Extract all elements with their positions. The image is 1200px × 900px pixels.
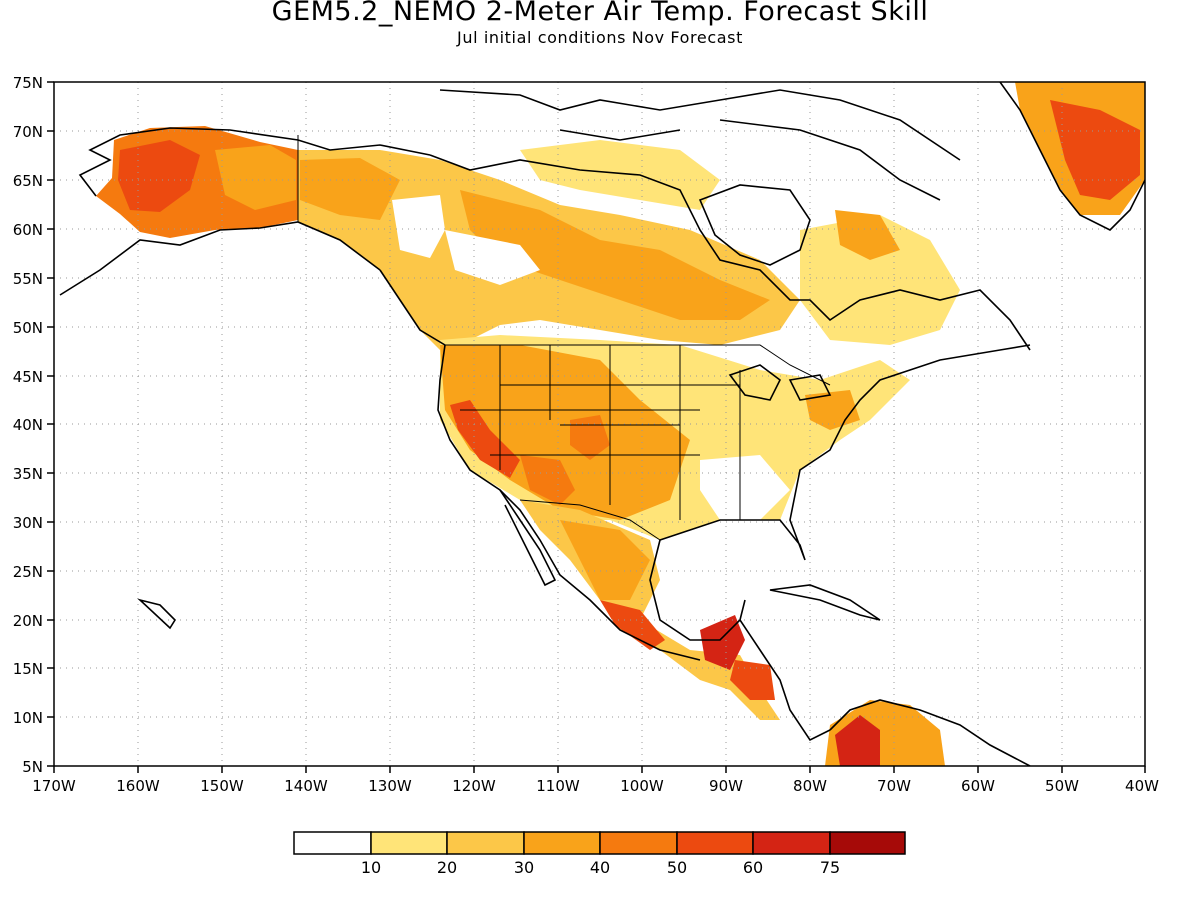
- lon-label: 170W: [32, 777, 76, 795]
- colorbar-swatch: [523, 831, 601, 855]
- lon-label: 140W: [284, 777, 328, 795]
- lon-label: 110W: [536, 777, 580, 795]
- colorbar-label: 20: [437, 858, 457, 877]
- yukon-white: [392, 195, 445, 258]
- west-coast-usa: [437, 344, 701, 661]
- lat-label: 25N: [13, 563, 43, 581]
- lon-label: 40W: [1125, 777, 1159, 795]
- colorbar-label: 75: [820, 858, 840, 877]
- canada-medium: [300, 158, 400, 220]
- lat-label: 20N: [13, 612, 43, 630]
- lon-label: 70W: [877, 777, 911, 795]
- lat-label: 55N: [13, 270, 43, 288]
- lat-label: 65N: [13, 172, 43, 190]
- lon-label: 100W: [620, 777, 664, 795]
- colorbar-swatch: [676, 831, 754, 855]
- honduras-strong: [730, 660, 775, 700]
- cuba: [769, 584, 881, 621]
- colorbar-label: 40: [590, 858, 610, 877]
- lat-label: 60N: [13, 221, 43, 239]
- lon-label: 80W: [793, 777, 827, 795]
- arctic-islands: [520, 140, 720, 210]
- colorbar-swatch: [293, 831, 372, 855]
- hawaii: [137, 598, 177, 630]
- california-strong: [450, 400, 520, 478]
- alaska-coast: [59, 127, 431, 296]
- colorbar-swatch: [599, 831, 678, 855]
- lat-label: 10N: [13, 709, 43, 727]
- lat-label: 45N: [13, 368, 43, 386]
- arctic-islands-coast: [439, 89, 961, 201]
- lat-label: 35N: [13, 465, 43, 483]
- colorbar-swatch: [752, 831, 831, 855]
- colorbar-swatch: [446, 831, 525, 855]
- lon-label: 120W: [452, 777, 496, 795]
- mexico-medium: [560, 520, 650, 600]
- lon-label: 150W: [200, 777, 244, 795]
- lon-label: 160W: [116, 777, 160, 795]
- quebec-medium: [835, 210, 900, 260]
- lat-label: 30N: [13, 514, 43, 532]
- mexico-gulf-coast: [649, 539, 831, 742]
- colorbar-labels: 10 20 30 40 50 60 75: [361, 858, 840, 877]
- colorbar-label: 50: [667, 858, 687, 877]
- nwt-white: [445, 230, 540, 285]
- lat-label: 70N: [13, 123, 43, 141]
- usa-west-medium: [440, 345, 690, 520]
- latitude-labels: 75N 70N 65N 60N 55N 50N 45N 40N 35N 30N …: [13, 74, 43, 776]
- tick-marks: [47, 81, 1146, 773]
- lat-label: 50N: [13, 319, 43, 337]
- south-america-coast: [829, 699, 1031, 766]
- lat-label: 75N: [13, 74, 43, 92]
- colorbar-swatch: [370, 831, 448, 855]
- lat-label: 5N: [22, 758, 43, 776]
- lat-label: 40N: [13, 416, 43, 434]
- graticule: [54, 82, 1145, 766]
- political-borders: [297, 135, 831, 541]
- lon-label: 90W: [709, 777, 743, 795]
- colorbar-label: 30: [514, 858, 534, 877]
- colombia-strong: [835, 715, 880, 766]
- colorbar: [293, 831, 906, 855]
- greenland-strong: [1050, 100, 1140, 200]
- greenland-coast: [999, 82, 1145, 231]
- lon-label: 130W: [368, 777, 412, 795]
- colorbar-swatch: [829, 831, 906, 855]
- lon-label: 50W: [1045, 777, 1079, 795]
- map-title: GEM5.2_NEMO 2-Meter Air Temp. Forecast S…: [271, 0, 929, 27]
- lon-label: 60W: [961, 777, 995, 795]
- colorbar-label: 60: [743, 858, 763, 877]
- southwest-strong: [520, 455, 575, 505]
- colorbar-label: 10: [361, 858, 381, 877]
- four-corners-strong: [570, 415, 610, 460]
- gulf-coast: [659, 344, 1031, 561]
- map-subtitle: Jul initial conditions Nov Forecast: [457, 28, 743, 47]
- great-lakes: [728, 364, 832, 401]
- alaska-light: [215, 145, 296, 210]
- longitude-labels: 170W 160W 150W 140W 130W 120W 110W 100W …: [32, 777, 1159, 795]
- lat-label: 15N: [13, 660, 43, 678]
- guatemala-strong: [700, 615, 745, 670]
- southeast-white: [700, 455, 790, 520]
- skill-shading: [96, 82, 1145, 766]
- alaska-core: [118, 140, 200, 212]
- northeast-medium: [805, 390, 860, 430]
- coastlines: [59, 82, 1145, 766]
- canada-medium-2: [460, 190, 770, 320]
- canada-coast: [379, 154, 1031, 351]
- baja: [499, 489, 557, 587]
- mexico-south-strong: [600, 600, 665, 650]
- hudson-bay: [698, 184, 811, 266]
